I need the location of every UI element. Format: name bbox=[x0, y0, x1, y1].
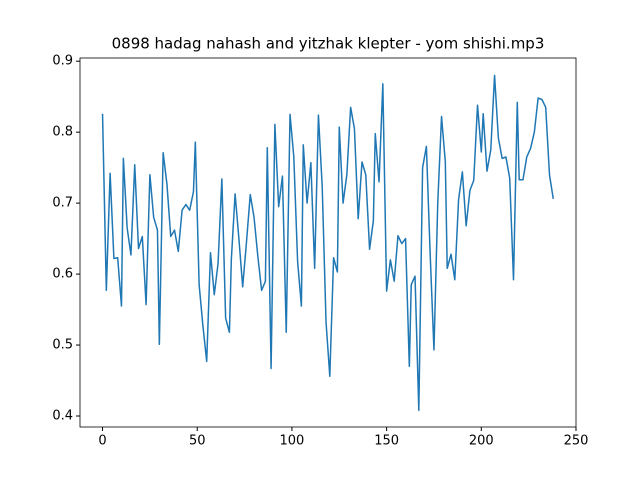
y-tick-label: 0.7 bbox=[52, 196, 73, 211]
x-tick-label: 100 bbox=[280, 434, 305, 449]
y-tick-label: 0.8 bbox=[52, 125, 73, 140]
x-tick-label: 200 bbox=[469, 434, 494, 449]
line-series bbox=[101, 74, 555, 412]
y-tick-label: 0.9 bbox=[52, 54, 73, 69]
x-tick-label: 150 bbox=[374, 434, 399, 449]
y-tick-label: 0.5 bbox=[52, 338, 73, 353]
chart-title: 0898 hadag nahash and yitzhak klepter - … bbox=[112, 35, 545, 53]
plot-frame bbox=[79, 57, 577, 428]
x-tick-label: 0 bbox=[98, 434, 106, 449]
y-tick-label: 0.6 bbox=[52, 267, 73, 282]
x-tick-label: 250 bbox=[564, 434, 589, 449]
x-tick-label: 50 bbox=[189, 434, 206, 449]
y-tick-label: 0.4 bbox=[52, 409, 73, 424]
